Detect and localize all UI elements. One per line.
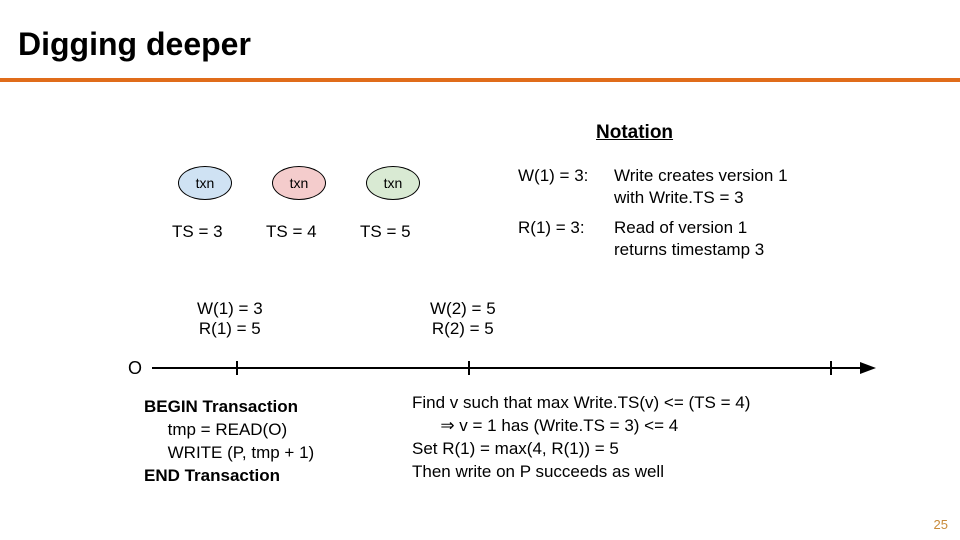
wr-w: W(1) = 3	[197, 299, 263, 319]
notation-line-0-desc1: Write creates version 1	[614, 166, 788, 186]
txn-node-2: txn	[366, 166, 420, 200]
notation-line-0-key: W(1) = 3:	[518, 166, 588, 186]
title-rule	[0, 78, 960, 82]
wr-r: R(2) = 5	[430, 319, 496, 339]
code-line-2: WRITE (P, tmp + 1)	[144, 442, 314, 465]
timeline-arrowhead-icon	[860, 362, 876, 374]
code-line-0: BEGIN Transaction	[144, 396, 314, 419]
timeline-tick-0	[236, 361, 238, 375]
notation-heading: Notation	[596, 122, 673, 144]
wr-w: W(2) = 5	[430, 299, 496, 319]
txn-node-0: txn	[178, 166, 232, 200]
notation-line-1-desc1: Read of version 1	[614, 218, 747, 238]
wr-block-1: W(2) = 5 R(2) = 5	[430, 299, 496, 339]
wr-block-0: W(1) = 3 R(1) = 5	[197, 299, 263, 339]
explain-line-1: ⇒ v = 1 has (Write.TS = 3) <= 4	[412, 415, 750, 438]
ts-label-1: TS = 4	[266, 222, 317, 242]
slide-title: Digging deeper	[18, 26, 251, 63]
object-label: O	[128, 358, 142, 379]
timeline-tick-1	[468, 361, 470, 375]
code-line-1: tmp = READ(O)	[144, 419, 314, 442]
txn-node-label: txn	[290, 175, 309, 191]
explanation: Find v such that max Write.TS(v) <= (TS …	[412, 392, 750, 484]
page-number: 25	[934, 517, 948, 532]
notation-line-0-desc2: with Write.TS = 3	[614, 188, 744, 208]
transaction-code: BEGIN Transaction tmp = READ(O) WRITE (P…	[144, 396, 314, 488]
notation-line-1-key: R(1) = 3:	[518, 218, 585, 238]
explain-line-4: Then write on P succeeds as well	[412, 461, 750, 484]
txn-node-label: txn	[384, 175, 403, 191]
timeline-tick-2	[830, 361, 832, 375]
explain-line-0: Find v such that max Write.TS(v) <= (TS …	[412, 392, 750, 415]
wr-r: R(1) = 5	[197, 319, 263, 339]
ts-label-2: TS = 5	[360, 222, 411, 242]
txn-node-1: txn	[272, 166, 326, 200]
txn-node-label: txn	[196, 175, 215, 191]
timeline	[152, 367, 864, 369]
explain-line-2: Set R(1) = max(4, R(1)) = 5	[412, 438, 750, 461]
ts-label-0: TS = 3	[172, 222, 223, 242]
notation-line-1-desc2: returns timestamp 3	[614, 240, 764, 260]
code-line-3: END Transaction	[144, 465, 314, 488]
